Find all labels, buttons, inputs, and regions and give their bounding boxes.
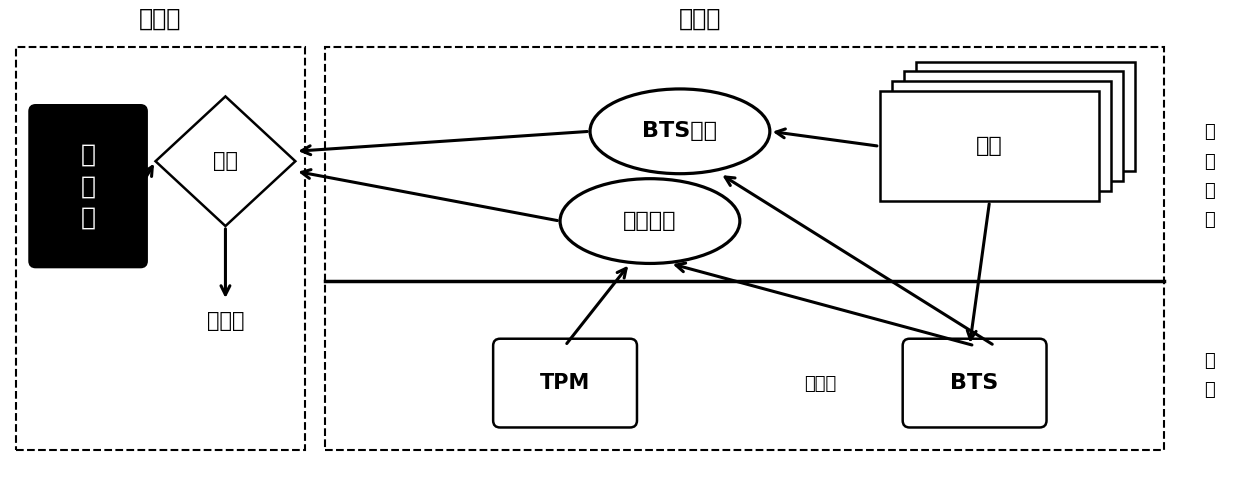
Text: 完整？: 完整？ — [207, 311, 244, 331]
FancyBboxPatch shape — [16, 47, 305, 451]
FancyBboxPatch shape — [904, 71, 1123, 181]
Text: TPM: TPM — [539, 373, 590, 393]
FancyBboxPatch shape — [879, 91, 1100, 201]
Ellipse shape — [590, 89, 770, 174]
Text: 处理器: 处理器 — [804, 375, 836, 393]
FancyBboxPatch shape — [325, 47, 1164, 451]
FancyBboxPatch shape — [903, 339, 1047, 428]
Text: BTS记录: BTS记录 — [642, 122, 718, 141]
FancyBboxPatch shape — [915, 62, 1136, 171]
FancyBboxPatch shape — [494, 339, 637, 428]
Text: 证明方: 证明方 — [678, 7, 722, 31]
Polygon shape — [155, 96, 295, 226]
Text: BTS: BTS — [951, 373, 998, 393]
FancyBboxPatch shape — [892, 82, 1111, 191]
Text: 基
准
值: 基 准 值 — [81, 142, 95, 230]
FancyBboxPatch shape — [30, 105, 146, 267]
Text: 进程: 进程 — [976, 136, 1003, 156]
Text: 操
作
系
统: 操 作 系 统 — [1204, 123, 1215, 229]
Ellipse shape — [560, 179, 740, 263]
Text: 记录指纹: 记录指纹 — [624, 211, 677, 231]
Text: 验证方: 验证方 — [139, 7, 182, 31]
Text: 硬
件: 硬 件 — [1204, 352, 1215, 399]
Text: 判定: 判定 — [213, 151, 238, 171]
